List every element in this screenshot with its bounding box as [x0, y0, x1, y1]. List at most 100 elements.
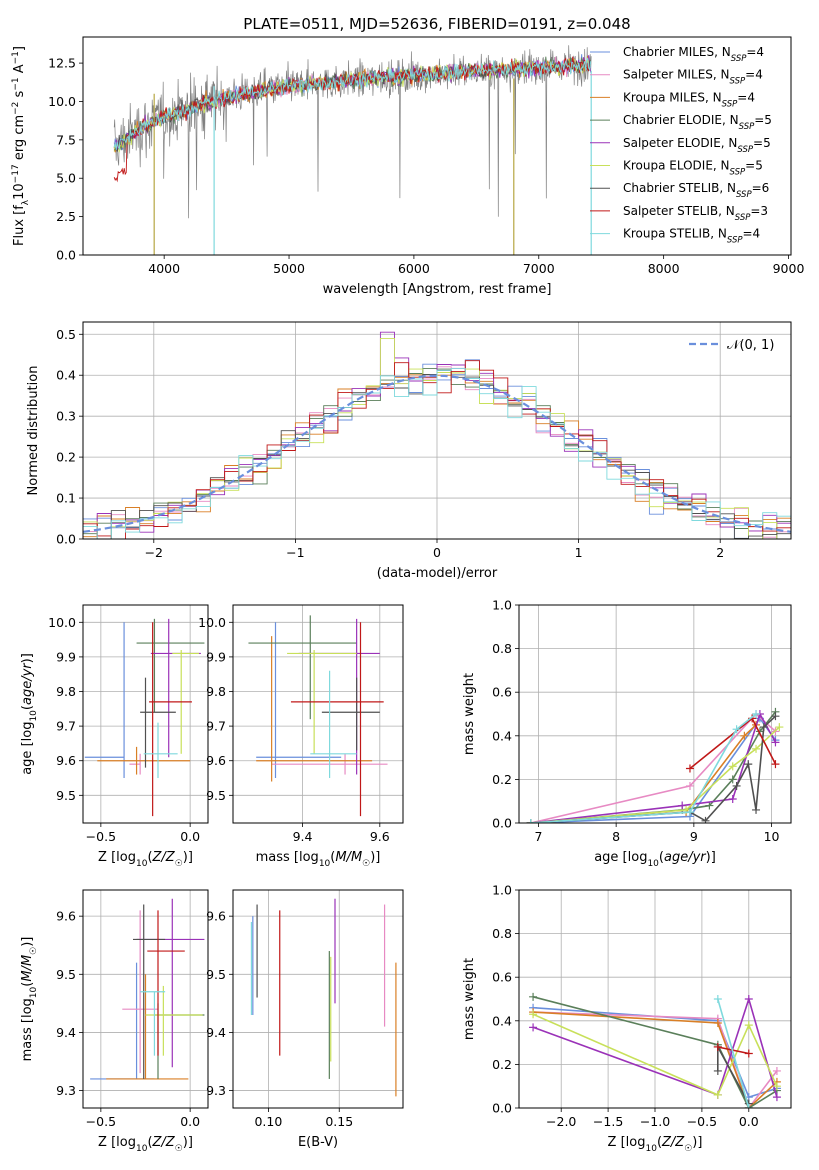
- error-bar-point: [84, 622, 125, 779]
- legend-text: Chabrier ELODIE, N: [623, 113, 739, 127]
- x-tick-label: 0.0: [180, 1114, 200, 1129]
- mass-weight-marker: [752, 744, 761, 753]
- plot-area-massweight_vs_Z: [529, 992, 781, 1108]
- y-tick-label: 0.2: [492, 1057, 512, 1072]
- mass-weight-marker: [772, 1093, 781, 1102]
- legend-sub: SSP: [727, 236, 743, 246]
- legend-entry: Chabrier ELODIE, NSSP=5: [623, 113, 772, 132]
- label-part: (: [20, 982, 35, 987]
- mass-weight-marker: [529, 1010, 538, 1019]
- label-part: (: [147, 1135, 152, 1150]
- label-part: −1: [11, 77, 21, 90]
- axes-frame: [82, 889, 209, 1109]
- mass-weight-line: [530, 715, 777, 823]
- label-part: (: [330, 850, 335, 865]
- label-part: )]: [183, 1135, 193, 1150]
- y-tick-label: 9.3: [56, 1083, 76, 1098]
- label-part: mass [log: [256, 850, 319, 865]
- label-part: (: [20, 705, 35, 710]
- x-axis-label: (data-model)/error: [377, 566, 498, 581]
- error-bar-point: [149, 622, 192, 817]
- label-part: Z [log: [98, 1135, 136, 1150]
- label-part: 10: [136, 1144, 148, 1154]
- x-tick-label: −1.5: [593, 1114, 623, 1129]
- x-tick-label: −1.0: [640, 1114, 670, 1129]
- legend-text: Kroupa STELIB, N: [623, 227, 727, 241]
- mass-weight-marker: [713, 1018, 722, 1027]
- label-part: 10: [645, 1144, 657, 1154]
- y-tick-label: 1.0: [492, 598, 512, 613]
- mass-weight-marker: [732, 781, 741, 790]
- mass-weight-marker: [771, 712, 780, 721]
- mass-weight-marker: [732, 725, 741, 734]
- x-tick-label: −0.5: [687, 1114, 717, 1129]
- legend-tail: =4: [746, 45, 764, 59]
- plot-area-mass_vs_EBV: [250, 898, 397, 1097]
- mass-weight-line: [533, 1011, 778, 1108]
- legend-tail: =3: [750, 204, 768, 218]
- x-tick-label: −1: [286, 545, 304, 560]
- y-tick-label: 0.0: [492, 816, 512, 831]
- mass-weight-line: [530, 724, 757, 823]
- label-part: ☉: [362, 859, 370, 869]
- residual-histogram: [83, 368, 791, 539]
- panel-massweight_vs_Z: −2.0 −1.5 −1.0 −0.5 0.0 0.0 0.2 0.4 0.6 0.8 1.0 Z […: [462, 883, 792, 1154]
- label-part: ☉: [684, 1144, 692, 1154]
- label-part: age/yr: [664, 850, 707, 865]
- mass-weight-marker: [728, 762, 737, 771]
- error-bar-point: [140, 991, 166, 1056]
- label-part: Z/Z: [152, 1135, 176, 1150]
- legend-sub: SSP: [730, 168, 746, 178]
- x-axis-label: mass [log10(M/M☉)]: [256, 850, 381, 869]
- label-part: mass [log: [20, 998, 35, 1061]
- legend-tail: =4: [743, 227, 761, 241]
- label-part: mass weight: [462, 958, 477, 1040]
- y-tick-label: 0.6: [492, 970, 512, 985]
- y-tick-label: 10.0: [198, 615, 226, 630]
- panel-spectrum: 4000 5000 6000 7000 8000 9000 0.0 2.5 5.0 7.5 10.0…: [11, 36, 804, 297]
- mass-weight-marker: [713, 1090, 722, 1099]
- y-tick-label: 0.8: [492, 641, 512, 656]
- x-tick-label: 7: [534, 829, 542, 844]
- x-axis-label: wavelength [Angstrom, rest frame]: [323, 282, 552, 297]
- mass-weight-line: [717, 1046, 749, 1055]
- x-tick-label: −2: [145, 545, 163, 560]
- axes-frame: [82, 36, 792, 256]
- mass-weight-marker: [744, 995, 753, 1003]
- label-part: ]: [12, 46, 27, 51]
- x-axis-label: E(B-V): [298, 1135, 338, 1150]
- y-tick-label: 12.5: [48, 56, 76, 71]
- label-part: )]: [706, 850, 716, 865]
- mass-weight-marker: [713, 995, 722, 1003]
- y-tick-label: 0.4: [492, 1013, 512, 1028]
- x-tick-label: −0.5: [86, 1114, 116, 1129]
- legend-tail: =4: [737, 90, 755, 104]
- mass-weight-line: [530, 713, 757, 823]
- label-part: Flux [f: [12, 205, 27, 246]
- y-tick-label: 9.6: [56, 909, 76, 924]
- y-tick-label: 9.9: [206, 649, 226, 664]
- panel-age_vs_mass: 9.4 9.6 9.5 9.6 9.7 9.8 9.9 10.0 mass [log10(M/M…: [198, 604, 404, 869]
- legend-text: Salpeter ELODIE, N: [623, 136, 737, 150]
- x-axis-label: Z [log10(Z/Z☉)]: [98, 850, 193, 869]
- mass-weight-marker: [685, 764, 694, 773]
- mass-weight-marker: [713, 1066, 722, 1075]
- label-part: (: [659, 850, 664, 865]
- y-tick-label: 7.5: [56, 132, 76, 147]
- legend-tail: =5: [754, 113, 772, 127]
- y-tick-label: 9.5: [206, 788, 226, 803]
- legend-entry: Chabrier MILES, NSSP=4: [623, 45, 764, 64]
- plot-area-spectrum: [113, 45, 592, 255]
- x-tick-label: 9.6: [370, 829, 390, 844]
- panel-residuals: −2 −1 0 1 2 0.0 0.1 0.2 0.3 0.4 0.5 𝒩(0, 1) (data-mo…: [26, 321, 792, 581]
- error-bar-point: [136, 898, 205, 1068]
- legend-sub: SSP: [736, 190, 752, 200]
- model-spectrum-line: [113, 57, 592, 151]
- mass-weight-marker: [775, 723, 784, 732]
- y-tick-label: 0.0: [56, 248, 76, 263]
- legend-text: Kroupa MILES, N: [623, 90, 722, 104]
- legend-entry: Salpeter ELODIE, NSSP=5: [623, 136, 771, 155]
- label-part: Z [log: [98, 850, 136, 865]
- error-bar-point: [106, 974, 189, 1080]
- y-tick-label: 0.4: [492, 728, 512, 743]
